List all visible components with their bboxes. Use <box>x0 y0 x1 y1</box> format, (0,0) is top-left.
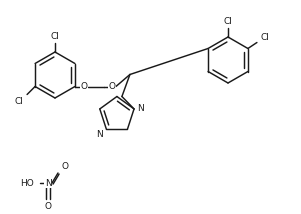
Text: N: N <box>45 178 51 187</box>
Text: HO: HO <box>20 178 34 187</box>
Text: O: O <box>61 162 68 171</box>
Text: O: O <box>80 82 87 91</box>
Text: Cl: Cl <box>224 17 232 26</box>
Text: O: O <box>45 202 51 211</box>
Text: O: O <box>108 82 115 91</box>
Text: Cl: Cl <box>14 97 23 106</box>
Text: N: N <box>97 130 103 139</box>
Text: N: N <box>137 104 144 113</box>
Text: Cl: Cl <box>261 33 270 42</box>
Text: Cl: Cl <box>51 32 59 41</box>
